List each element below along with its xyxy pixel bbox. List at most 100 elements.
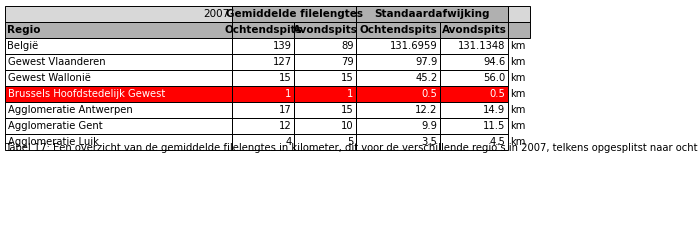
Bar [294,118,356,134]
Bar [440,134,508,150]
Bar [356,86,440,102]
Bar [232,6,356,22]
Bar [5,118,232,134]
Text: 139: 139 [272,41,292,51]
Bar [232,54,294,70]
Text: 14.9: 14.9 [483,105,505,115]
Text: 1: 1 [285,89,292,99]
Bar [294,134,356,150]
Text: 94.6: 94.6 [483,57,505,67]
Bar [294,54,356,70]
Bar [232,70,294,86]
Text: Standaardafwijking: Standaardafwijking [374,9,490,19]
Text: Ochtendspits: Ochtendspits [359,25,437,35]
Text: km: km [510,57,526,67]
Bar [440,70,508,86]
Text: Avondspits: Avondspits [442,25,507,35]
Bar [440,22,508,38]
Bar [5,22,232,38]
Bar [356,86,440,102]
Bar [440,102,508,118]
Text: Gemiddelde filelengtes: Gemiddelde filelengtes [225,9,362,19]
Text: 0.5: 0.5 [422,89,438,99]
Text: km: km [510,137,526,147]
Text: 9.9: 9.9 [422,121,438,131]
Text: Agglomeratie Antwerpen: Agglomeratie Antwerpen [8,105,132,115]
Bar [5,118,232,134]
Text: 5: 5 [347,137,353,147]
Text: 56.0: 56.0 [483,73,505,83]
Bar [294,70,356,86]
Text: Avondspits: Avondspits [292,25,357,35]
Bar [232,38,294,54]
Bar [440,54,508,70]
Text: Tabel 17: Een overzicht van de gemiddelde filelengtes in kilometer, dit voor de : Tabel 17: Een overzicht van de gemiddeld… [5,143,698,153]
Bar [508,22,530,38]
Bar [232,86,294,102]
Bar [356,6,508,22]
Text: 12.2: 12.2 [415,105,438,115]
Bar [294,102,356,118]
Bar [294,22,356,38]
Bar [356,134,440,150]
Bar [294,70,356,86]
Bar [232,38,294,54]
Bar [440,102,508,118]
Text: 12: 12 [279,121,292,131]
Bar [440,134,508,150]
Bar [356,54,440,70]
Bar [294,22,356,38]
Bar [232,70,294,86]
Text: 89: 89 [341,41,353,51]
Bar [5,54,232,70]
Bar [232,102,294,118]
Bar [5,22,232,38]
Bar [294,38,356,54]
Text: 97.9: 97.9 [415,57,438,67]
Text: km: km [510,41,526,51]
Bar [232,22,294,38]
Text: 127: 127 [272,57,292,67]
Bar [232,22,294,38]
Bar [5,6,232,22]
Bar [356,70,440,86]
Bar [5,86,232,102]
Text: km: km [510,73,526,83]
Bar [232,6,356,22]
Bar [440,86,508,102]
Bar [5,38,232,54]
Text: 15: 15 [341,73,353,83]
Text: 4.5: 4.5 [489,137,505,147]
Bar [508,6,530,22]
Bar [440,38,508,54]
Bar [440,38,508,54]
Text: 15: 15 [341,105,353,115]
Text: België: België [8,41,39,51]
Bar [232,118,294,134]
Bar [356,38,440,54]
Bar [440,118,508,134]
Bar [356,102,440,118]
Bar [294,86,356,102]
Bar [5,86,232,102]
Text: km: km [510,105,526,115]
Text: 17: 17 [279,105,292,115]
Bar [356,22,440,38]
Bar [440,70,508,86]
Text: 131.6959: 131.6959 [389,41,438,51]
Text: km: km [510,121,526,131]
Bar [232,134,294,150]
Bar [356,70,440,86]
Bar [294,54,356,70]
Text: 10: 10 [341,121,353,131]
Text: 2007: 2007 [203,9,230,19]
Text: Regio: Regio [8,25,41,35]
Bar [440,22,508,38]
Bar [5,102,232,118]
Bar [508,22,530,38]
Text: 11.5: 11.5 [483,121,505,131]
Bar [294,102,356,118]
Bar [356,118,440,134]
Bar [5,38,232,54]
Text: Agglomeratie Gent: Agglomeratie Gent [8,121,102,131]
